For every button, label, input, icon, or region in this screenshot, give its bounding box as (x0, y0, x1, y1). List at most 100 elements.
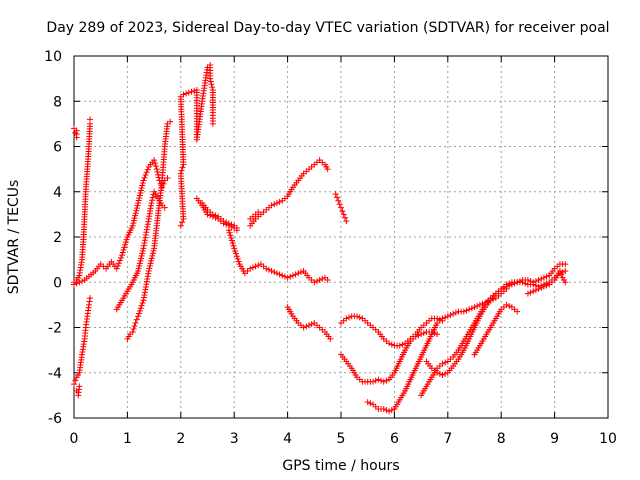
data-point-marker (85, 301, 92, 308)
data-point-marker (268, 267, 275, 274)
data-point-marker (225, 220, 232, 227)
data-point-marker (220, 218, 227, 225)
data-point-marker (530, 288, 537, 295)
x-tick-label: 0 (70, 431, 79, 447)
data-point-marker (138, 252, 145, 259)
data-point-marker (207, 78, 214, 85)
data-point-marker (228, 237, 235, 244)
data-point-marker (136, 260, 143, 267)
x-tick-label: 8 (497, 431, 506, 447)
data-point-marker (223, 219, 230, 226)
data-point-marker (249, 264, 256, 271)
data-point-marker (543, 273, 550, 280)
data-point-marker (506, 303, 513, 310)
data-point-marker (292, 271, 299, 278)
data-point-marker (130, 220, 137, 227)
data-point-marker (147, 260, 154, 267)
data-point-marker (538, 284, 545, 291)
data-point-marker (543, 282, 550, 289)
data-point-marker (530, 279, 537, 286)
data-point-marker (303, 323, 310, 330)
data-point-marker (289, 272, 296, 279)
data-point-marker (558, 271, 565, 278)
data-point-marker (336, 201, 343, 208)
data-point-marker (133, 205, 140, 212)
data-point-marker (136, 195, 143, 202)
data-point-marker (319, 275, 326, 282)
data-point-marker (396, 342, 403, 349)
data-point-marker (535, 276, 542, 283)
data-point-marker (131, 215, 138, 222)
data-point-marker (538, 275, 545, 282)
data-point-marker (468, 305, 475, 312)
data-point-marker (233, 253, 240, 260)
y-tick-label: -2 (48, 321, 62, 337)
data-point-marker (235, 258, 242, 265)
data-point-marker (212, 212, 219, 219)
data-point-marker (113, 265, 120, 272)
data-point-marker (556, 267, 563, 274)
data-point-marker (276, 198, 283, 205)
data-point-marker (139, 299, 146, 306)
y-tick-label: 0 (53, 275, 62, 291)
data-point-marker (343, 315, 350, 322)
axis-ticks: 0 1 2 3 4 5 6 7 8 9 10 -6 -4 -2 0 2 4 6 8 10 (44, 49, 617, 447)
data-point-marker (255, 209, 262, 216)
data-point-marker (339, 207, 346, 214)
data-point-marker (226, 229, 233, 236)
data-point-marker (144, 166, 151, 173)
data-point-marker (133, 207, 140, 214)
y-tick-label: 10 (44, 49, 62, 65)
data-point-marker (514, 308, 521, 315)
data-point-marker (388, 407, 395, 414)
data-point-marker (273, 200, 280, 207)
data-point-marker (479, 300, 486, 307)
data-point-marker (466, 306, 473, 313)
data-point-marker (420, 330, 427, 337)
data-point-marker (86, 298, 93, 305)
data-point-marker (434, 369, 441, 376)
data-point-marker (146, 265, 153, 272)
data-point-marker (436, 370, 443, 377)
data-point-marker (383, 377, 390, 384)
data-point-marker (145, 267, 152, 274)
data-point-marker (562, 267, 569, 274)
x-tick-label: 10 (599, 431, 617, 447)
data-point-marker (287, 273, 294, 280)
data-point-marker (136, 262, 143, 269)
data-point-marker (208, 81, 215, 88)
data-point-marker (434, 331, 441, 338)
data-point-marker (503, 301, 510, 308)
data-point-marker (324, 166, 331, 173)
data-point-marker (532, 287, 539, 294)
data-point-marker (209, 120, 216, 127)
data-point-marker (297, 269, 304, 276)
y-tick-label: 2 (53, 230, 62, 246)
data-point-marker (135, 200, 142, 207)
x-tick-label: 5 (337, 431, 346, 447)
x-tick-label: 6 (390, 431, 399, 447)
data-point-marker (232, 247, 239, 254)
data-point-marker (463, 307, 470, 314)
data-point-marker (149, 252, 156, 259)
data-point-marker (444, 313, 451, 320)
data-point-marker (284, 274, 291, 281)
data-point-marker (177, 170, 184, 177)
data-point-marker (474, 303, 481, 310)
data-point-marker (227, 232, 234, 239)
data-point-marker (335, 197, 342, 204)
data-point-marker (383, 407, 390, 414)
data-point-marker (73, 127, 80, 134)
data-point-marker (71, 381, 77, 388)
data-point-marker (120, 246, 127, 253)
data-point-marker (207, 75, 214, 82)
data-point-marker (439, 315, 446, 322)
data-point-marker (135, 310, 142, 317)
data-point-marker (164, 175, 171, 182)
data-point-marker (255, 262, 262, 269)
data-point-marker (265, 266, 272, 273)
data-point-marker (136, 192, 143, 199)
data-point-marker (346, 314, 353, 321)
data-point-marker (484, 298, 491, 305)
data-point-marker (178, 167, 185, 174)
